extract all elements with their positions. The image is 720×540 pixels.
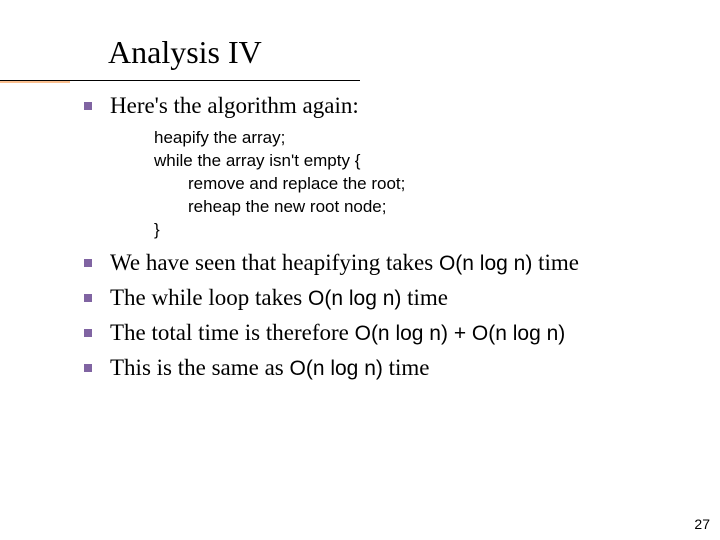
text-fragment: time xyxy=(532,250,579,275)
title-underline xyxy=(0,80,360,81)
bullet-text: The while loop takes O(n log n) time xyxy=(110,284,448,313)
bullet-item: The while loop takes O(n log n) time xyxy=(84,284,694,313)
bullet-text: This is the same as O(n log n) time xyxy=(110,354,430,383)
code-line: heapify the array; xyxy=(154,127,694,150)
text-fragment: We have seen that heapifying takes xyxy=(110,250,439,275)
code-line: remove and replace the root; xyxy=(154,173,694,196)
complexity-expr: O(n log n) xyxy=(290,357,383,380)
bullet-text: Here's the algorithm again: xyxy=(110,92,359,121)
complexity-expr: O(n log n) xyxy=(308,287,401,310)
text-fragment: This is the same as xyxy=(110,355,290,380)
content-area: Here's the algorithm again: heapify the … xyxy=(84,92,694,388)
complexity-expr: O(n log n) + O(n log n) xyxy=(355,322,566,345)
code-line: while the array isn't empty { xyxy=(154,150,694,173)
bullet-icon xyxy=(84,102,92,110)
code-line: reheap the new root node; xyxy=(154,196,694,219)
bullet-item: The total time is therefore O(n log n) +… xyxy=(84,319,694,348)
code-line: } xyxy=(154,219,694,242)
code-block: heapify the array; while the array isn't… xyxy=(154,127,694,242)
bullet-text: We have seen that heapifying takes O(n l… xyxy=(110,249,579,278)
bullet-item: We have seen that heapifying takes O(n l… xyxy=(84,249,694,278)
text-fragment: time xyxy=(401,285,448,310)
text-fragment: The total time is therefore xyxy=(110,320,355,345)
bullet-item: This is the same as O(n log n) time xyxy=(84,354,694,383)
complexity-expr: O(n log n) xyxy=(439,252,532,275)
text-fragment: The while loop takes xyxy=(110,285,308,310)
bullet-item: Here's the algorithm again: xyxy=(84,92,694,121)
page-number: 27 xyxy=(694,516,710,532)
bullet-icon xyxy=(84,294,92,302)
bullet-text: The total time is therefore O(n log n) +… xyxy=(110,319,565,348)
bullet-icon xyxy=(84,329,92,337)
bullet-icon xyxy=(84,364,92,372)
bullet-icon xyxy=(84,259,92,267)
text-fragment: time xyxy=(383,355,430,380)
slide-title: Analysis IV xyxy=(108,34,262,71)
